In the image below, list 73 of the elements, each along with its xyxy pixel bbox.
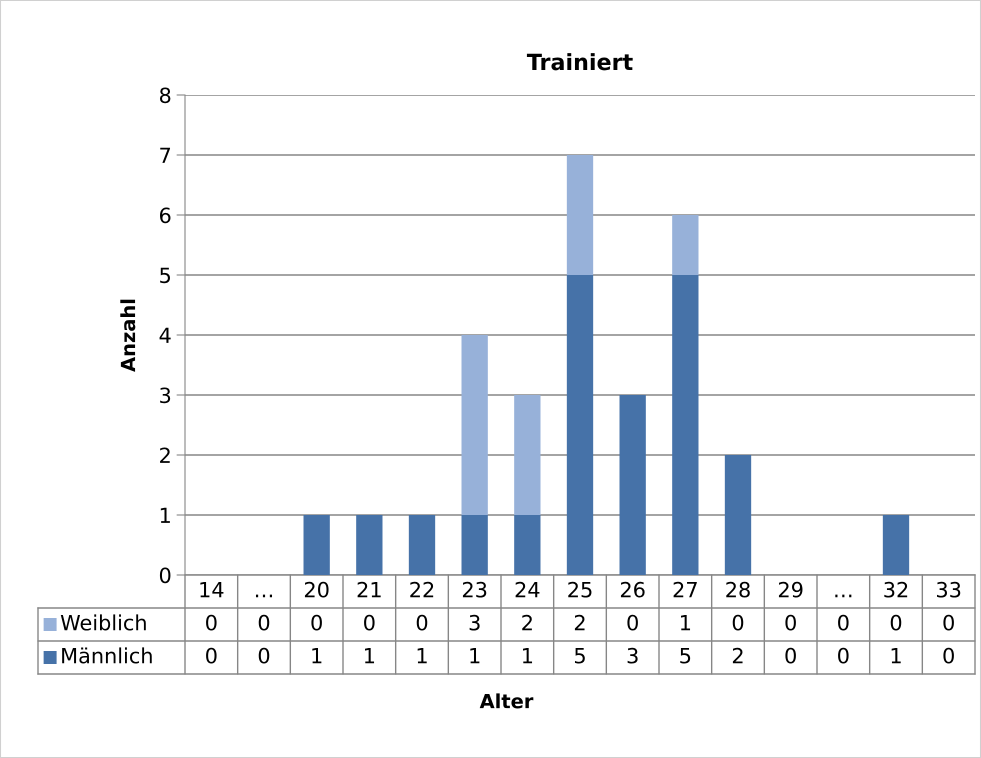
data-label: 0 [364,614,375,631]
data-label: 3 [470,614,480,631]
bar [620,395,646,575]
data-label: 3 [628,648,638,664]
bar [514,515,540,575]
data-label: 0 [838,614,849,631]
x-tick-label: 21 [358,582,381,598]
bar [672,275,698,575]
y-tick-label: 2 [160,447,170,463]
data-label: 0 [890,614,902,631]
data-label: 0 [416,614,428,631]
bar [724,455,752,575]
data-label: 2 [522,614,532,630]
y-tick-label: 4 [160,328,171,343]
bar [566,275,594,575]
data-label: 1 [470,648,480,664]
y-tick-label: 3 [160,387,170,404]
data-label: 2 [574,614,585,630]
bar [462,515,488,575]
data-label: 0 [258,648,270,664]
x-tick-label: 32 [884,582,908,598]
data-label: 2 [732,648,743,664]
x-tick-label: 28 [726,582,750,598]
data-label: 1 [364,648,374,664]
legend-label: Männlich [62,647,152,664]
bar [514,395,540,515]
y-axis-title: Anzahl [120,300,136,372]
data-label: 0 [785,648,796,664]
data-label: 5 [680,648,690,664]
x-tick-label: 33 [937,582,960,598]
x-tick-label: 14 [200,582,224,598]
data-label: 0 [943,648,954,664]
y-tick-label: 6 [160,207,170,224]
data-label: 1 [680,615,690,630]
bar [462,335,488,515]
data-label: 0 [785,614,796,631]
data-label: 0 [627,614,638,631]
data-label: 1 [892,648,901,664]
x-axis-title: Alter [480,693,534,708]
bar [408,515,436,575]
x-tick-label: 29 [778,582,802,598]
y-tick-label: 1 [160,508,170,523]
x-tick-label: 23 [462,582,486,598]
bar [566,155,594,275]
data-label: 5 [574,648,585,664]
x-tick-label: … [835,594,852,598]
data-label: 0 [258,614,270,631]
y-tick-label: 5 [160,268,170,284]
x-tick-label: … [256,594,272,598]
x-tick-label: 20 [304,582,329,598]
data-label: 0 [838,648,849,664]
data-label: 0 [943,614,954,631]
data-label: 0 [732,614,744,631]
chart-title: Trainiert [526,53,633,70]
y-tick-label: 7 [160,148,170,163]
data-label: 1 [418,648,427,664]
bar [304,515,330,575]
x-tick-label: 24 [516,582,540,598]
bar [882,515,910,575]
data-label: 1 [522,648,532,664]
data-label: 1 [312,648,322,664]
data-label: 0 [311,614,322,631]
legend-label: Weiblich [60,614,146,631]
y-tick-label: 0 [160,567,170,584]
bar [356,515,382,575]
data-label: 0 [206,614,217,631]
data-label: 0 [206,648,217,664]
x-tick-label: 27 [674,582,697,598]
x-tick-label: 22 [410,582,434,598]
y-tick-label: 8 [160,87,170,104]
x-tick-label: 25 [568,582,592,598]
x-tick-label: 26 [620,582,645,598]
bar [672,215,698,275]
